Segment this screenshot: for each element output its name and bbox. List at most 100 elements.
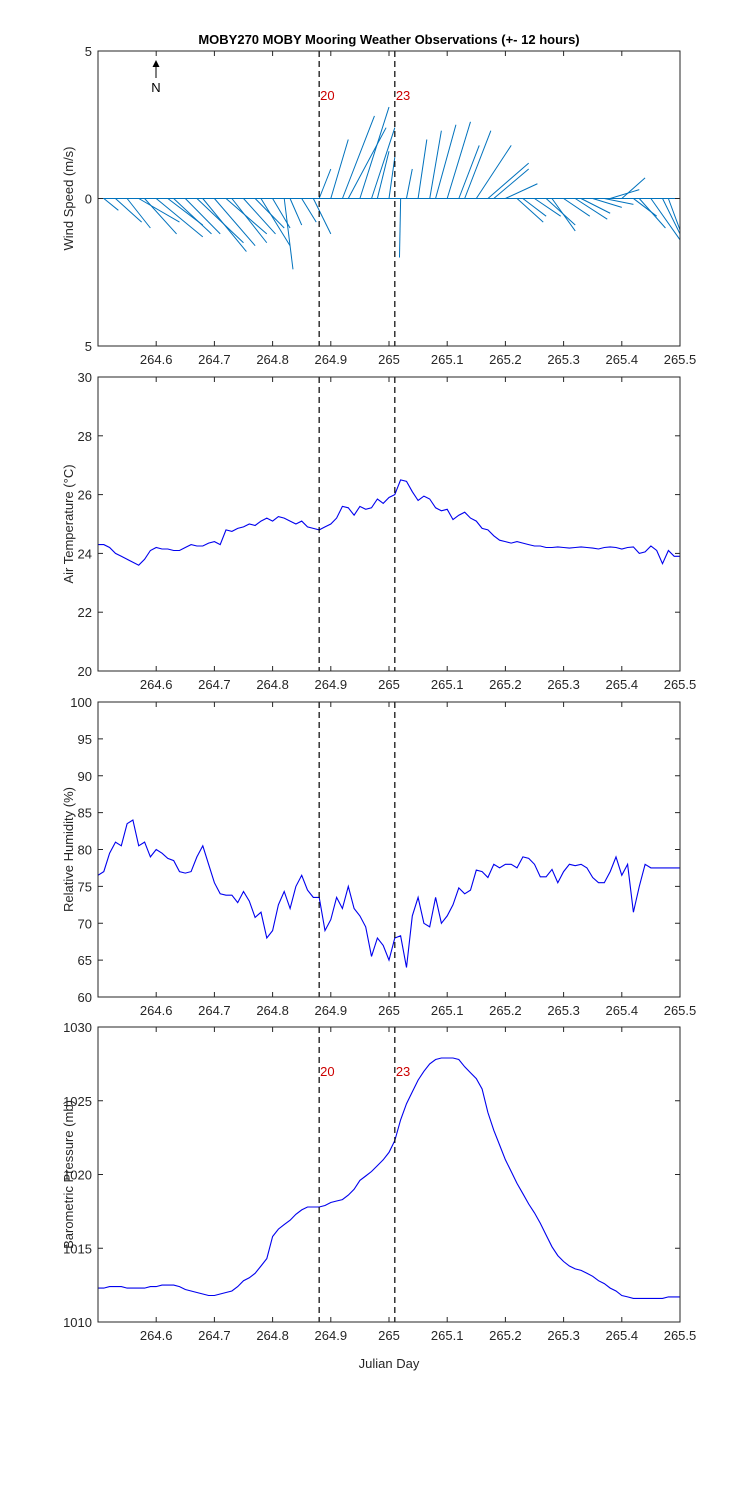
wind-stick bbox=[243, 198, 276, 235]
wind-stick bbox=[347, 127, 387, 199]
air-temperature-data bbox=[98, 479, 680, 566]
x-tick-label: 264.9 bbox=[315, 352, 348, 367]
air-temperature-line bbox=[98, 479, 680, 566]
wind-stick bbox=[376, 151, 390, 199]
x-tick-label: 265.5 bbox=[664, 1003, 697, 1018]
marker-label: 23 bbox=[396, 88, 410, 103]
wind-stick bbox=[330, 139, 349, 199]
x-tick-label: 264.8 bbox=[256, 352, 289, 367]
x-tick-label: 264.6 bbox=[140, 352, 173, 367]
panel-wind: 20 23 5 0 5 264.6 264.7 264.8 264.9 265 265.1 265.2… bbox=[61, 44, 696, 367]
panel-relative-humidity: 60 65 70 75 80 85 90 95 100 264.6 264.7 264.8 264.9 2… bbox=[61, 695, 696, 1018]
panel-barometric-pressure: 20 23 1010 1015 1020 1025 1030 264.6 264.7 264.8 2… bbox=[61, 1020, 696, 1343]
x-tick-label: 265.1 bbox=[431, 1003, 464, 1018]
y-axis-label: Wind Speed (m/s) bbox=[61, 146, 76, 250]
wind-stick bbox=[155, 198, 204, 238]
x-tick-label: 265.2 bbox=[489, 1003, 522, 1018]
y-tick-label: 28 bbox=[78, 429, 92, 444]
wind-stick bbox=[103, 198, 119, 211]
x-tick-label: 265.1 bbox=[431, 352, 464, 367]
x-tick-label: 265.4 bbox=[606, 1003, 639, 1018]
marker-label: 20 bbox=[320, 1064, 334, 1079]
x-tick-label: 265.3 bbox=[547, 1003, 580, 1018]
y-tick-label: 5 bbox=[85, 339, 92, 354]
wind-data bbox=[98, 106, 680, 270]
marker-label: 23 bbox=[396, 1064, 410, 1079]
wind-stick bbox=[667, 198, 680, 232]
x-tick-label: 265 bbox=[378, 352, 400, 367]
y-tick-label: 70 bbox=[78, 916, 92, 931]
wind-stick bbox=[196, 198, 244, 244]
x-tick-label: 265.5 bbox=[664, 677, 697, 692]
wind-stick bbox=[144, 198, 177, 235]
wind-stick bbox=[563, 198, 591, 217]
y-tick-label: 26 bbox=[78, 488, 92, 503]
y-tick-label: 30 bbox=[78, 370, 92, 385]
x-tick-label: 264.7 bbox=[198, 352, 231, 367]
wind-stick bbox=[283, 198, 294, 270]
wind-stick bbox=[545, 198, 576, 226]
x-tick-label: 265 bbox=[378, 1003, 400, 1018]
wind-stick bbox=[592, 198, 622, 208]
wind-stick bbox=[184, 198, 221, 235]
y-tick-label: 65 bbox=[78, 953, 92, 968]
relative-humidity-line bbox=[98, 819, 680, 968]
x-tick-label: 265 bbox=[378, 1328, 400, 1343]
x-tick-label: 265.1 bbox=[431, 677, 464, 692]
y-tick-label: 1025 bbox=[63, 1094, 92, 1109]
y-axis-label: Barometric Pressure (mb) bbox=[61, 1100, 76, 1249]
wind-stick bbox=[458, 145, 480, 199]
y-tick-label: 22 bbox=[78, 605, 92, 620]
x-tick-label: 265.3 bbox=[547, 677, 580, 692]
x-tick-label: 265.2 bbox=[489, 1328, 522, 1343]
x-tick-label: 264.9 bbox=[315, 677, 348, 692]
wind-stick bbox=[638, 198, 666, 229]
wind-stick bbox=[312, 198, 332, 235]
wind-stick bbox=[534, 198, 561, 217]
y-axis-label: Relative Humidity (%) bbox=[61, 787, 76, 912]
axes-box bbox=[97, 1026, 681, 1323]
wind-stick bbox=[341, 115, 375, 199]
wind-stick bbox=[574, 198, 608, 220]
wind-stick bbox=[138, 198, 180, 223]
wind-stick bbox=[650, 198, 680, 241]
wind-stick bbox=[621, 177, 646, 199]
y-tick-label: 100 bbox=[70, 695, 92, 710]
y-tick-label: 75 bbox=[78, 879, 92, 894]
wind-stick bbox=[214, 198, 256, 247]
wind-stick bbox=[610, 189, 640, 199]
wind-stick bbox=[417, 139, 428, 199]
wind-stick bbox=[679, 198, 680, 202]
y-axis-label: Air Temperature (°C) bbox=[61, 464, 76, 583]
relative-humidity-data bbox=[98, 819, 680, 968]
x-tick-label: 265.4 bbox=[606, 352, 639, 367]
x-tick-label: 264.8 bbox=[256, 1328, 289, 1343]
wind-stick bbox=[398, 198, 402, 258]
y-tick-label: 1020 bbox=[63, 1168, 92, 1183]
wind-stick bbox=[446, 121, 471, 199]
y-tick-label: 95 bbox=[78, 732, 92, 747]
x-tick-label: 265.5 bbox=[664, 1328, 697, 1343]
wind-stick bbox=[505, 183, 538, 199]
wind-stick bbox=[493, 168, 530, 199]
y-tick-label: 24 bbox=[78, 546, 92, 561]
y-tick-label: 60 bbox=[78, 990, 92, 1005]
x-tick-label: 265.2 bbox=[489, 677, 522, 692]
barometric-pressure-data bbox=[98, 1057, 680, 1299]
figure-title: MOBY270 MOBY Mooring Weather Observation… bbox=[198, 32, 579, 47]
wind-stick bbox=[126, 198, 151, 229]
wind-stick bbox=[301, 198, 317, 223]
y-tick-label: 85 bbox=[78, 806, 92, 821]
x-tick-label: 265.4 bbox=[606, 677, 639, 692]
marker-label: 20 bbox=[320, 88, 334, 103]
wind-stick bbox=[464, 130, 492, 199]
wind-stick bbox=[429, 130, 442, 199]
x-tick-label: 264.6 bbox=[140, 1328, 173, 1343]
y-tick-label: 90 bbox=[78, 769, 92, 784]
wind-stick bbox=[662, 198, 680, 236]
wind-stick bbox=[231, 198, 268, 244]
y-tick-label: 1030 bbox=[63, 1020, 92, 1035]
x-tick-label: 265.3 bbox=[547, 1328, 580, 1343]
y-tick-label: 1010 bbox=[63, 1315, 92, 1330]
x-tick-label: 265.4 bbox=[606, 1328, 639, 1343]
